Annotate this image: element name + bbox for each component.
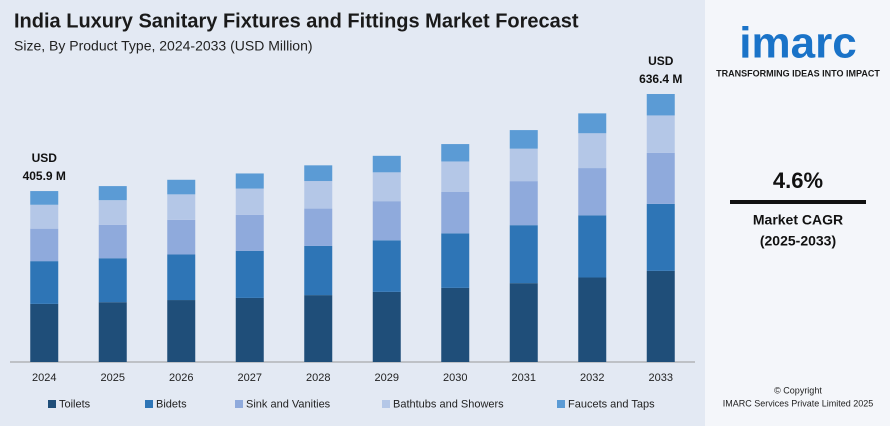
legend-label: Faucets and Taps xyxy=(568,398,655,410)
bar-segment xyxy=(167,300,196,362)
chart-subtitle: Size, By Product Type, 2024-2033 (USD Mi… xyxy=(14,38,313,54)
bar-segment xyxy=(372,201,401,241)
bar-segment xyxy=(304,165,333,182)
bar-segment xyxy=(509,130,538,149)
bar-segment xyxy=(578,133,607,169)
bar-segment xyxy=(646,115,675,153)
total-label: 636.4 M xyxy=(639,72,682,86)
bar-segment xyxy=(167,179,196,195)
bar-segment xyxy=(441,233,470,288)
bar-segment xyxy=(304,181,333,209)
cagr-label: Market CAGR xyxy=(753,212,843,228)
bar-segment xyxy=(578,113,607,134)
bar-segment xyxy=(441,191,470,234)
bar-segment xyxy=(304,295,333,362)
legend-swatch xyxy=(145,400,153,408)
bar-segment xyxy=(441,287,470,362)
bar-segment xyxy=(441,144,470,162)
legend-label: Sink and Vanities xyxy=(246,398,331,410)
legend-swatch xyxy=(48,400,56,408)
bar-segment xyxy=(509,181,538,226)
bar-segment xyxy=(30,191,59,205)
bar-segment xyxy=(235,214,264,251)
bar-segment xyxy=(235,250,264,298)
chart-title: India Luxury Sanitary Fixtures and Fitti… xyxy=(14,10,579,32)
bar-segment xyxy=(98,200,127,225)
bar-segment xyxy=(372,240,401,292)
legend-label: Toilets xyxy=(59,398,91,410)
bar-segment xyxy=(372,291,401,362)
bar-segment xyxy=(235,173,264,189)
bar-segment xyxy=(167,219,196,255)
bar-segment xyxy=(578,277,607,362)
bar-segment xyxy=(235,188,264,215)
bar-segment xyxy=(98,258,127,303)
bar-segment xyxy=(646,94,675,116)
bar-segment xyxy=(372,172,401,202)
copyright: © Copyright xyxy=(774,385,822,395)
bar-segment xyxy=(167,254,196,301)
bar-segment xyxy=(372,155,401,173)
bar-segment xyxy=(646,203,675,271)
bar-segment xyxy=(235,297,264,362)
legend-label: Bidets xyxy=(156,398,187,410)
bar-segment xyxy=(30,303,59,362)
legend-label: Bathtubs and Showers xyxy=(393,398,504,410)
company: IMARC Services Private Limited 2025 xyxy=(723,398,874,408)
x-tick-label: 2024 xyxy=(32,372,56,384)
bar-segment xyxy=(578,168,607,216)
bar-segment xyxy=(304,208,333,246)
total-label: USD xyxy=(648,54,674,68)
bar-segment xyxy=(167,194,196,220)
x-tick-label: 2028 xyxy=(306,372,330,384)
bar-segment xyxy=(441,161,470,192)
logo: imarc xyxy=(739,19,856,68)
bar-segment xyxy=(304,245,333,296)
legend-swatch xyxy=(235,400,243,408)
bar-segment xyxy=(509,225,538,284)
bar-segment xyxy=(509,148,538,182)
x-tick-label: 2025 xyxy=(101,372,125,384)
cagr-divider xyxy=(730,200,866,204)
total-label: USD xyxy=(32,151,58,165)
bar-segment xyxy=(646,152,675,204)
x-tick-label: 2031 xyxy=(512,372,536,384)
bar-segment xyxy=(30,261,59,304)
bar-segment xyxy=(98,186,127,201)
x-tick-label: 2026 xyxy=(169,372,193,384)
bar-segment xyxy=(98,302,127,362)
bar-segment xyxy=(98,224,127,259)
x-tick-label: 2032 xyxy=(580,372,604,384)
cagr-period: (2025-2033) xyxy=(760,233,836,249)
bar-segment xyxy=(30,204,59,229)
sidebar-background xyxy=(705,0,890,426)
x-tick-label: 2027 xyxy=(238,372,262,384)
legend-swatch xyxy=(557,400,565,408)
x-tick-label: 2030 xyxy=(443,372,467,384)
cagr-value: 4.6% xyxy=(773,168,823,193)
bar-segment xyxy=(30,228,59,262)
x-tick-label: 2033 xyxy=(649,372,673,384)
legend-swatch xyxy=(382,400,390,408)
bar-segment xyxy=(509,283,538,362)
bar-segment xyxy=(646,270,675,362)
tagline: TRANSFORMING IDEAS INTO IMPACT xyxy=(716,68,880,78)
total-label: 405.9 M xyxy=(23,169,66,183)
bar-segment xyxy=(578,215,607,278)
x-tick-label: 2029 xyxy=(375,372,399,384)
